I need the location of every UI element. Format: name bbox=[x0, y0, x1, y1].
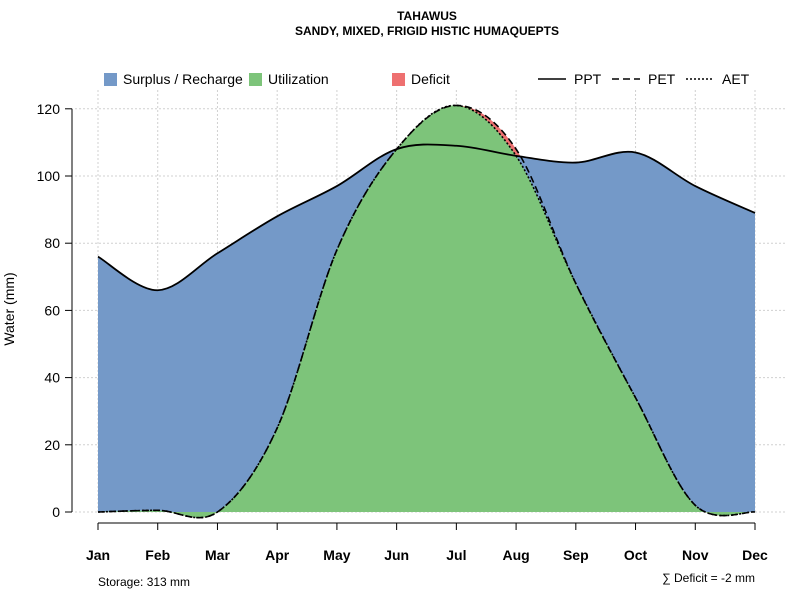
y-tick-label: 100 bbox=[37, 168, 61, 184]
x-tick-label: Jan bbox=[86, 547, 110, 563]
y-axis-label: Water (mm) bbox=[1, 272, 17, 345]
y-tick-label: 120 bbox=[37, 101, 61, 117]
x-tick-label: Jun bbox=[384, 547, 409, 563]
x-tick-label: Aug bbox=[502, 547, 529, 563]
x-tick-label: Jul bbox=[446, 547, 466, 563]
aet-line bbox=[97, 104, 756, 519]
y-tick-label: 0 bbox=[52, 504, 60, 520]
legend-label: Surplus / Recharge bbox=[123, 71, 243, 87]
x-tick-label: Oct bbox=[624, 547, 648, 563]
legend-label: AET bbox=[722, 71, 750, 87]
x-tick-label: Feb bbox=[145, 547, 170, 563]
series-lines bbox=[97, 104, 756, 519]
x-tick-label: Sep bbox=[563, 547, 589, 563]
deficit-note: ∑ Deficit = -2 mm bbox=[662, 571, 755, 585]
chart-subtitle: SANDY, MIXED, FRIGID HISTIC HUMAQUEPTS bbox=[295, 24, 559, 38]
y-tick-label: 80 bbox=[44, 235, 60, 251]
chart-title: TAHAWUS bbox=[397, 9, 457, 23]
legend-label: Deficit bbox=[411, 71, 450, 87]
axes: 0 20 40 60 80 100 120 Jan Feb Mar Apr May Jun Jul Aug S… bbox=[37, 101, 768, 563]
x-tick-label: Apr bbox=[265, 547, 290, 563]
ppt-line bbox=[97, 143, 756, 292]
x-tick-label: May bbox=[323, 547, 350, 563]
legend-label: PPT bbox=[574, 71, 602, 87]
x-tick-label: Nov bbox=[682, 547, 709, 563]
area-layers bbox=[98, 105, 755, 518]
legend-label: PET bbox=[648, 71, 676, 87]
legend: Surplus / Recharge Utilization Deficit PPT P… bbox=[104, 71, 750, 87]
y-tick-label: 40 bbox=[44, 370, 60, 386]
legend-swatch bbox=[249, 73, 262, 86]
pet-line bbox=[97, 104, 756, 519]
utilization-area bbox=[98, 105, 755, 518]
storage-note: Storage: 313 mm bbox=[98, 575, 190, 589]
y-tick-label: 60 bbox=[44, 302, 60, 318]
y-tick-label: 20 bbox=[44, 437, 60, 453]
legend-label: Utilization bbox=[268, 71, 329, 87]
x-tick-label: Dec bbox=[742, 547, 768, 563]
legend-swatch bbox=[392, 73, 405, 86]
x-tick-label: Mar bbox=[205, 547, 230, 563]
legend-swatch bbox=[104, 73, 117, 86]
